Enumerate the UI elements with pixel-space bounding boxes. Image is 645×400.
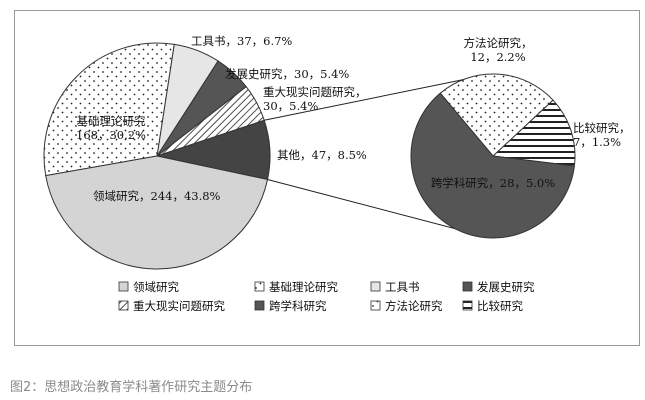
legend-swatch-比较研究 [462,300,473,311]
legend-swatch-方法论研究 [370,300,381,311]
breakout-pie [410,73,576,239]
slice-领域研究 [45,155,269,270]
legend-swatch-基础理论研究 [254,281,265,292]
figure-caption: 图2：思想政治教育学科著作研究主题分布 [10,380,253,395]
slice-比较研究 [491,99,576,167]
legend-label-领域研究: 领域研究 [133,280,179,294]
legend-label-跨学科研究: 跨学科研究 [269,299,327,313]
slice-基础理论研究 [43,42,175,177]
slice-label-工具书: 工具书，37，6.7% [191,34,292,48]
slice-方法论研究 [439,73,554,157]
pie-chart: 领域研究，244，43.8% 基础理论研究 168，30.2% 工具书，37，6.7%… [43,34,631,313]
slice-跨学科研究 [410,92,575,239]
main-pie [43,42,271,270]
slice-label-其他: 其他，47，8.5% [277,148,367,162]
chart-frame: 领域研究，244，43.8% 基础理论研究 168，30.2% 工具书，37，6.7%… [14,10,640,346]
legend-label-发展史研究: 发展史研究 [477,280,535,294]
legend-swatch-工具书 [370,281,381,292]
legend-swatch-领域研究 [118,281,129,292]
legend-label-比较研究: 比较研究 [477,299,523,313]
legend-label-基础理论研究: 基础理论研究 [269,280,338,294]
slice-label-方法论研究: 方法论研究， 12，2.2% [464,36,533,64]
slice-label-比较研究: 比较研究， 7，1.3% [573,121,631,149]
breakout-connectors [264,75,484,237]
legend-swatch-发展史研究 [462,281,473,292]
legend-swatch-重大现实问题研究 [118,300,129,311]
connector-bottom [267,179,484,237]
slice-label-基础理论研究: 基础理论研究 168，30.2% [76,114,146,142]
slice-label-领域研究: 领域研究，244，43.8% [93,189,221,203]
slice-label-发展史研究: 发展史研究，30，5.4% [225,67,349,81]
slice-label-跨学科研究: 跨学科研究，28，5.0% [431,176,555,190]
connector-top [264,75,482,121]
legend-label-工具书: 工具书 [385,280,420,294]
legend-label-重大现实问题研究: 重大现实问题研究 [133,299,225,313]
legend-label-方法论研究: 方法论研究 [385,299,443,313]
legend-swatch-跨学科研究 [254,300,265,311]
slice-labels: 领域研究，244，43.8% 基础理论研究 168，30.2% 工具书，37，6.7%… [76,34,630,203]
slice-label-重大现实问题研究: 重大现实问题研究， 30，5.4% [263,85,367,113]
